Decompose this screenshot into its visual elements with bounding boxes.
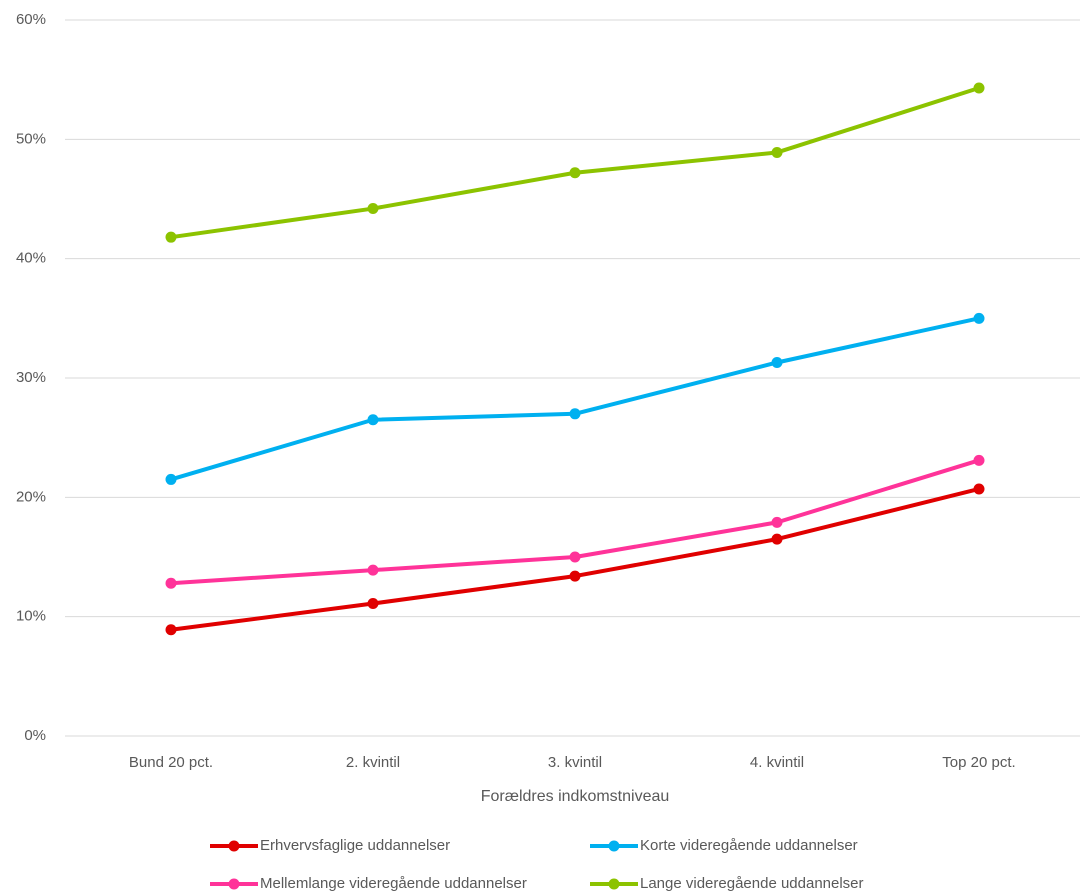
point [771, 516, 783, 528]
y-tick-label: 10% [16, 608, 46, 625]
legend-label: Erhvervsfaglige uddannelser [260, 837, 450, 854]
point [973, 312, 985, 324]
y-tick-label: 40% [16, 250, 46, 267]
point [367, 414, 379, 426]
series-line [170, 316, 980, 482]
point [569, 408, 581, 420]
point [973, 82, 985, 94]
x-tick-label: 2. kvintil [346, 754, 400, 771]
point [165, 624, 177, 636]
point [165, 577, 177, 589]
x-axis-title: Forældres indkomstniveau [481, 788, 670, 805]
legend-label: Mellemlange videregående uddannelser [260, 875, 527, 892]
point [367, 203, 379, 215]
y-tick-label: 0% [24, 727, 46, 744]
x-tick-label: 3. kvintil [548, 754, 602, 771]
y-tick-label: 50% [16, 130, 46, 147]
point [973, 483, 985, 495]
legend-label: Lange videregående uddannelser [640, 875, 864, 892]
point [367, 564, 379, 576]
point [569, 167, 581, 179]
point [165, 473, 177, 485]
legend-marker [608, 840, 620, 852]
point [569, 551, 581, 563]
point [165, 231, 177, 243]
legend-label: Korte videregående uddannelser [640, 837, 858, 854]
legend-marker [228, 878, 240, 890]
y-tick-label: 30% [16, 369, 46, 386]
point [771, 356, 783, 368]
series-line [170, 86, 980, 240]
x-tick-label: 4. kvintil [750, 754, 804, 771]
point [367, 598, 379, 610]
series-line [170, 458, 980, 586]
x-tick-label: Top 20 pct. [942, 754, 1015, 771]
point [771, 533, 783, 545]
y-tick-label: 20% [16, 488, 46, 505]
point [771, 146, 783, 158]
point [569, 570, 581, 582]
legend-marker [228, 840, 240, 852]
y-tick-label: 60% [16, 11, 46, 28]
x-tick-label: Bund 20 pct. [129, 754, 213, 771]
legend-marker [608, 878, 620, 890]
point [973, 454, 985, 466]
